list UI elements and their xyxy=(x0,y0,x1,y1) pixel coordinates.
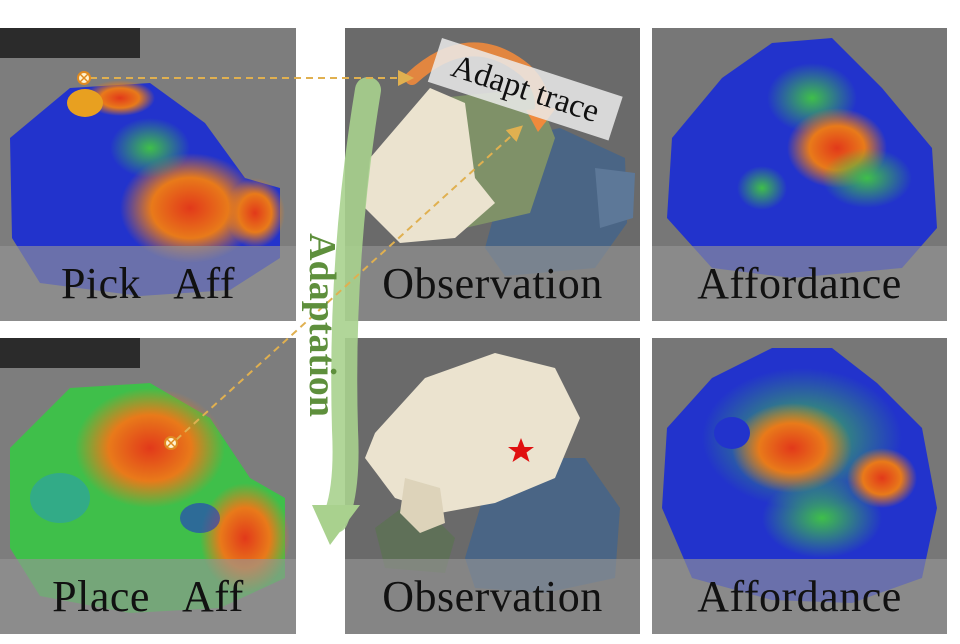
adaptation-label-box: Adaptation xyxy=(282,185,362,465)
place-affordance-panel: Place Aff xyxy=(0,338,296,634)
place-affordance-label: Place Aff xyxy=(52,572,244,621)
adaptation-label: Adaptation xyxy=(301,233,343,417)
observation-top-label-band: Observation xyxy=(345,246,640,321)
pick-affordance-label-band: Pick Aff xyxy=(0,246,296,321)
affordance-bottom-label: Affordance xyxy=(697,572,902,621)
observation-bottom-label: Observation xyxy=(382,572,603,621)
affordance-bottom-panel: Affordance xyxy=(652,338,947,634)
observation-bottom-label-band: Observation xyxy=(345,559,640,634)
pick-affordance-panel: Pick Aff xyxy=(0,28,296,321)
observation-bottom-panel: Observation xyxy=(345,338,640,634)
place-affordance-label-band: Place Aff xyxy=(0,559,296,634)
affordance-top-label: Affordance xyxy=(697,259,902,308)
affordance-top-panel: Affordance xyxy=(652,28,947,321)
pick-affordance-label: Pick Aff xyxy=(60,259,236,308)
observation-top-label: Observation xyxy=(382,259,603,308)
affordance-bottom-label-band: Affordance xyxy=(652,559,947,634)
affordance-top-label-band: Affordance xyxy=(652,246,947,321)
